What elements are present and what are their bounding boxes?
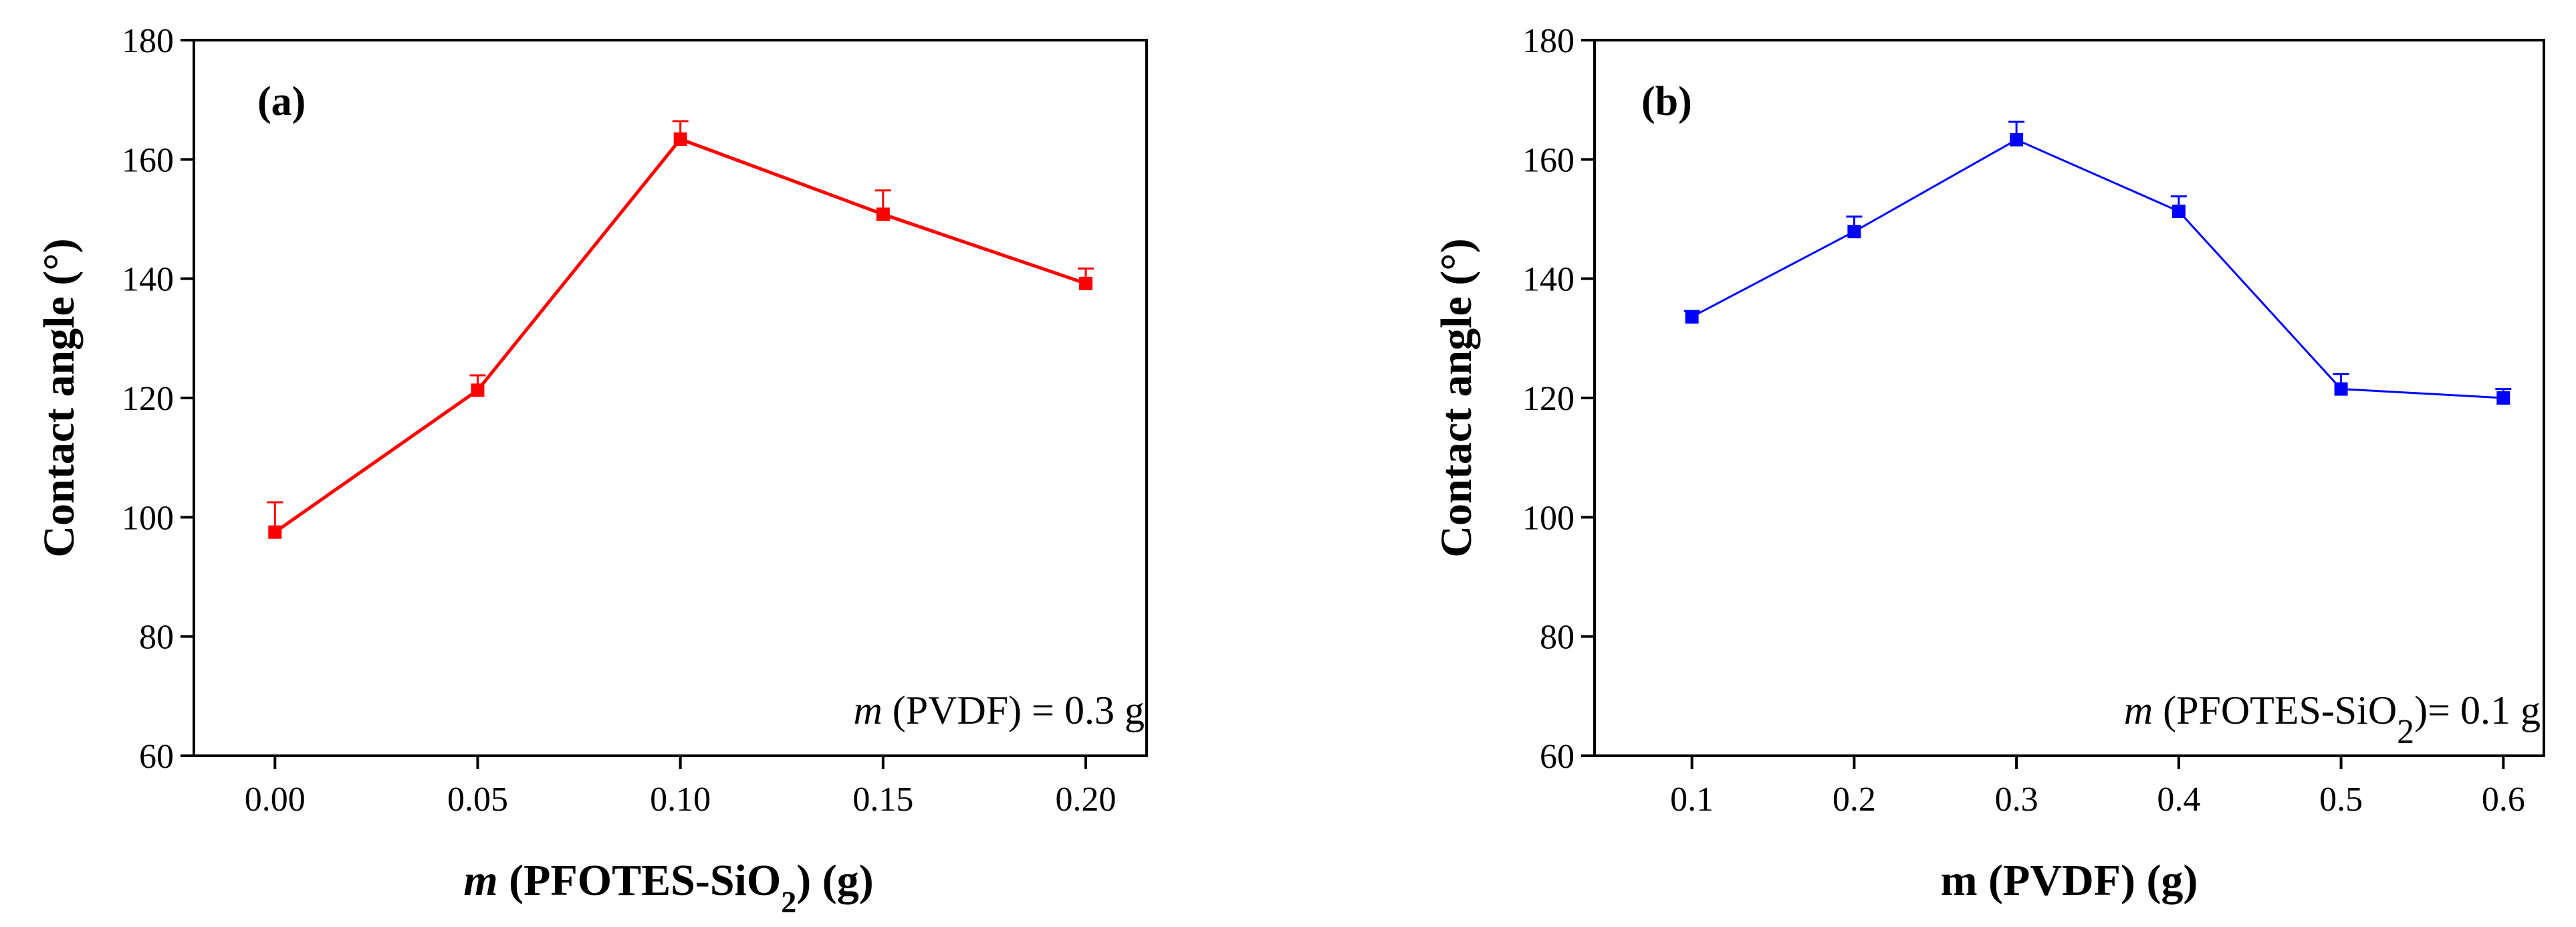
y-tick-label-a-2: 100	[122, 499, 174, 537]
x-axis-label-b: m (PVDF) (g)	[1941, 856, 2198, 905]
plot-frame-b	[1593, 39, 2545, 757]
x-axis-label-a-sub: 2	[781, 885, 796, 919]
x-tick-label-a-1: 0.05	[447, 781, 508, 819]
y-tick-label-a-1: 80	[139, 619, 174, 657]
chart-panel-a: (a) Contact angle (°) m (PFOTES-SiO2) (g…	[35, 22, 1148, 919]
data-point-b-5	[2496, 391, 2510, 405]
x-tick-label-b-1: 0.2	[1833, 781, 1876, 819]
panel-label-b: (b)	[1641, 79, 1692, 124]
x-tick-label-b-0: 0.1	[1670, 781, 1714, 819]
series-line-a	[273, 137, 1086, 534]
panel-label-a: (a)	[257, 79, 306, 124]
y-tick-label-b-3: 120	[1522, 380, 1574, 418]
y-tick-label-a-5: 160	[122, 141, 174, 179]
annotation-a-main: (PVDF) = 0.3 g	[883, 688, 1145, 732]
data-point-b-0	[1685, 310, 1699, 324]
y-tick-label-a-0: 60	[139, 738, 174, 776]
x-tick-label-a-4: 0.20	[1056, 781, 1117, 819]
y-tick-label-b-4: 140	[1522, 261, 1574, 299]
x-tick-label-b-4: 0.5	[2319, 781, 2363, 819]
y-axis-label-b: Contact angle (°)	[1432, 238, 1481, 557]
x-axis-label-a-italic: m	[463, 856, 497, 905]
y-tick-label-b-2: 100	[1522, 499, 1574, 537]
x-tick-label-a-3: 0.15	[852, 781, 913, 819]
data-point-a-4	[1079, 276, 1093, 290]
y-tick-label-b-6: 180	[1522, 22, 1574, 60]
plot-frame-a	[193, 39, 1148, 757]
x-axis-label-a-tail: ) (g)	[796, 856, 873, 905]
annotation-b-italic: m	[2124, 688, 2153, 732]
x-tick-label-b-3: 0.4	[2157, 781, 2200, 819]
y-tick-label-b-0: 60	[1540, 738, 1574, 776]
plot-marks-a: 60 80 100 120 140 160 180 0.00 0.05 0.10 0.15 0.20	[122, 22, 1117, 819]
annotation-b-tail: )= 0.1 g	[2414, 688, 2541, 732]
data-point-b-3	[2172, 204, 2186, 218]
x-tick-label-a-2: 0.10	[650, 781, 711, 819]
data-point-b-4	[2334, 382, 2348, 396]
annotation-b-sub: 2	[2397, 713, 2414, 751]
data-point-a-1	[471, 383, 485, 397]
y-tick-label-a-3: 120	[122, 380, 174, 418]
annotation-a: m (PVDF) = 0.3 g	[853, 688, 1145, 732]
x-axis-label-a-main: (PFOTES-SiO	[498, 856, 782, 905]
x-tick-label-b-5: 0.6	[2482, 781, 2525, 819]
annotation-b: m (PFOTES-SiO2)= 0.1 g	[2124, 688, 2541, 751]
plot-marks-b: 60 80 100 120 140 160 180 0.1 0.2 0.3 0.4 0.5 0.6	[1522, 22, 2525, 819]
chart-panel-b: (b) Contact angle (°) m (PVDF) (g) m (PF…	[1432, 22, 2545, 905]
annotation-a-italic: m	[853, 688, 882, 732]
annotation-b-main: (PFOTES-SiO	[2153, 688, 2397, 732]
y-tick-label-a-6: 180	[122, 22, 174, 60]
x-tick-label-a-0: 0.00	[245, 781, 306, 819]
data-point-a-2	[673, 132, 687, 146]
x-tick-label-b-2: 0.3	[1995, 781, 2038, 819]
data-point-b-1	[1847, 225, 1861, 239]
data-point-b-2	[2010, 132, 2024, 146]
y-tick-label-b-5: 160	[1522, 141, 1574, 179]
y-tick-label-a-4: 140	[122, 261, 174, 299]
series-line-b	[1691, 138, 2504, 399]
y-axis-label-a: Contact angle (°)	[35, 238, 84, 557]
y-tick-label-b-1: 80	[1540, 619, 1574, 657]
x-axis-label-a: m (PFOTES-SiO2) (g)	[463, 856, 873, 919]
data-point-a-3	[876, 207, 890, 221]
data-point-a-0	[268, 525, 282, 539]
